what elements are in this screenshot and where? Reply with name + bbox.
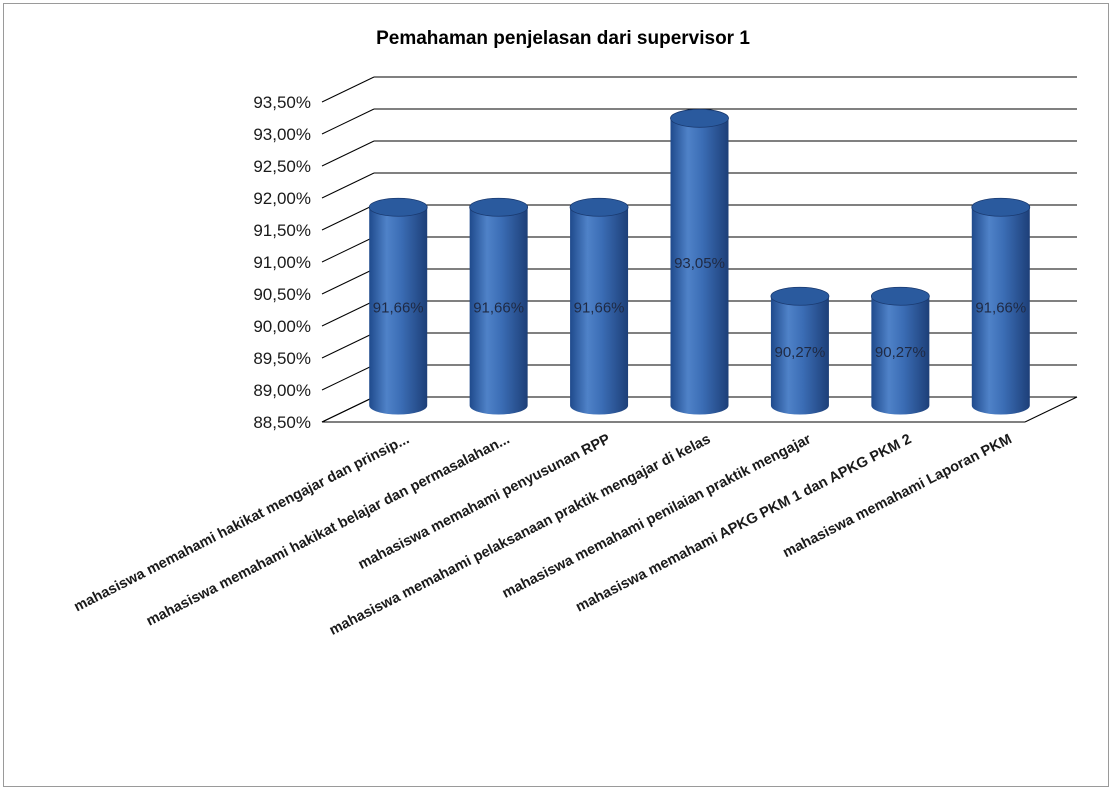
y-tick-label: 90,00% (253, 317, 311, 336)
data-label: 91,66% (975, 299, 1026, 316)
data-label: 90,27% (875, 344, 926, 361)
category-label: mahasiswa memahami hakikat belajar dan p… (144, 431, 512, 629)
bar-body (670, 118, 729, 415)
bar-top (469, 197, 529, 217)
bar (569, 197, 629, 415)
y-tick-label: 93,50% (253, 93, 311, 112)
bar-body (369, 207, 428, 415)
data-label: 93,05% (674, 255, 725, 272)
bar-top (569, 197, 629, 217)
gridline-side (321, 140, 375, 167)
bar-body (469, 207, 528, 415)
y-tick-label: 91,00% (253, 253, 311, 272)
bar-body (971, 207, 1030, 415)
bars (368, 108, 1031, 415)
y-tick-label: 91,50% (253, 221, 311, 240)
gridline-side (321, 172, 375, 199)
y-tick-label: 89,00% (253, 381, 311, 400)
bar-top (770, 286, 830, 306)
y-tick-label: 92,00% (253, 189, 311, 208)
floor-right-edge (1024, 396, 1078, 423)
bar-top (670, 108, 729, 128)
bar (368, 197, 428, 415)
bar (469, 197, 529, 415)
data-label: 91,66% (373, 299, 424, 316)
gridline-side (321, 364, 375, 391)
bar (971, 197, 1031, 415)
data-label: 91,66% (574, 299, 625, 316)
y-tick-label: 88,50% (253, 413, 311, 432)
gridline-side (321, 300, 375, 327)
bar-body (871, 296, 930, 415)
y-tick-label: 89,50% (253, 349, 311, 368)
y-tick-label: 90,50% (253, 285, 311, 304)
category-label: mahasiswa memahami hakikat mengajar dan … (72, 431, 412, 615)
y-axis-tick-labels: 88,50% 89,00% 89,50% 90,00% 90,50% 91,00% 91,5… (253, 93, 311, 432)
gridline-side (321, 332, 375, 359)
bar (770, 286, 830, 415)
bar-body (770, 296, 829, 415)
bar-body (570, 207, 629, 415)
gridline-side (321, 76, 375, 103)
gridline-side (321, 236, 375, 263)
category-labels: mahasiswa memahami hakikat mengajar dan … (72, 431, 1015, 639)
gridline-side (321, 108, 375, 135)
chart-title: Pemahaman penjelasan dari supervisor 1 (376, 28, 750, 49)
y-tick-label: 92,50% (253, 157, 311, 176)
bar (670, 108, 729, 415)
data-label: 90,27% (774, 344, 825, 361)
gridline-side (321, 396, 375, 423)
data-labels: 91,66% 91,66% 91,66% 93,05% 90,27% 90,27% 91,6… (373, 255, 1026, 361)
data-label: 91,66% (473, 299, 524, 316)
gridline-side (321, 204, 375, 231)
bar-top (870, 286, 930, 306)
bar-top (971, 197, 1031, 217)
y-tick-label: 93,00% (253, 125, 311, 144)
gridline-side (321, 268, 375, 295)
bar-top (368, 197, 428, 217)
bar (870, 286, 930, 415)
category-label: mahasiswa memahami pelaksanaan praktik m… (327, 431, 713, 638)
